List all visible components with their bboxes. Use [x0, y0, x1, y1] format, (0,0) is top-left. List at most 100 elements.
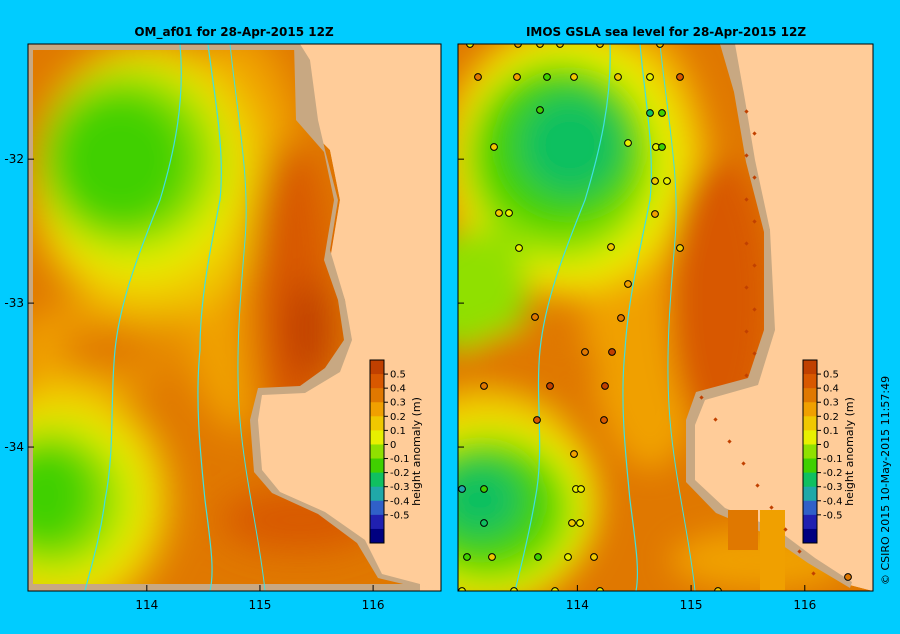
observation-point	[651, 177, 659, 185]
observation-point	[656, 44, 664, 48]
lon-tick-label: 116	[793, 598, 816, 612]
colorbar-tick-label: 0	[390, 440, 396, 451]
observation-point	[658, 143, 666, 151]
observation-point	[463, 553, 471, 561]
observation-point	[480, 519, 488, 527]
observation-point	[568, 519, 576, 527]
observation-point	[676, 244, 684, 252]
coastal-observation	[713, 417, 718, 422]
observation-point	[601, 382, 609, 390]
observation-point	[624, 139, 632, 147]
coastal-observation	[752, 219, 757, 224]
observation-point	[676, 73, 684, 81]
colorbar-swatch	[803, 444, 817, 460]
lon-tick-label: 116	[362, 598, 385, 612]
coastal-observation	[744, 329, 749, 334]
colorbar-swatch	[370, 514, 384, 530]
colorbar-tick-label: -0.3	[823, 482, 843, 493]
observation-point	[534, 553, 542, 561]
colorbar-swatch	[370, 388, 384, 403]
colorbar-tick-label: -0.4	[823, 496, 843, 507]
colorbar-swatch	[370, 444, 384, 460]
colorbar-tick-label: 0	[823, 440, 829, 451]
colorbar-tick-label: 0.4	[823, 384, 839, 395]
colorbar-swatch	[803, 360, 817, 375]
colorbar-swatch	[370, 360, 384, 375]
colorbar-swatch	[803, 472, 817, 488]
observation-point	[576, 519, 584, 527]
right-colorbar: 0.5 0.4 0.3 0.2 0.1 0 -0.1 -0.2 -0.3 -0.4 -0.5heig…	[802, 359, 856, 544]
observation-point	[663, 177, 671, 185]
coastal-observation	[752, 351, 757, 356]
observation-point	[533, 416, 541, 424]
observation-point	[495, 209, 503, 217]
observation-point	[490, 143, 498, 151]
observation-point	[480, 382, 488, 390]
colorbar-swatch	[370, 486, 384, 502]
observation-point	[480, 485, 488, 493]
observation-point	[646, 109, 654, 117]
observation-point	[617, 314, 625, 322]
colorbar-swatch	[803, 514, 817, 530]
colorbar-swatch	[803, 374, 817, 389]
observation-point	[570, 73, 578, 81]
observation-point	[607, 243, 615, 251]
colorbar-swatch	[370, 528, 384, 544]
coastal-observation	[797, 549, 802, 554]
coastal-observation	[752, 307, 757, 312]
colorbar-tick-label: -0.5	[823, 510, 843, 521]
observation-point	[581, 348, 589, 356]
colorbar-tick-label: 0.1	[390, 426, 406, 437]
observation-point	[624, 280, 632, 288]
colorbar-swatch	[370, 430, 384, 445]
observation-point	[466, 44, 474, 48]
lat-tick-label: -32	[4, 152, 24, 166]
coastal-observation	[741, 461, 746, 466]
credit-text: © CSIRO 2015 10-May-2015 11:57:49	[879, 376, 892, 585]
observation-point	[474, 73, 482, 81]
left-panel-title: OM_af01 for 28-Apr-2015 12Z	[134, 25, 334, 40]
coastal-observation	[783, 527, 788, 532]
colorbar-tick-label: -0.2	[390, 468, 410, 479]
lat-tick-label: -33	[4, 296, 24, 310]
left-ssh-field	[28, 44, 441, 591]
observation-point	[488, 553, 496, 561]
colorbar-swatch	[370, 458, 384, 474]
observation-point	[590, 553, 598, 561]
coastal-observation	[752, 175, 757, 180]
coastal-observation	[744, 197, 749, 202]
observation-point	[536, 44, 544, 48]
coastal-observation	[769, 505, 774, 510]
coastal-observation	[727, 439, 732, 444]
observation-point	[505, 209, 513, 217]
observation-point	[646, 73, 654, 81]
lon-tick-label: 114	[135, 598, 158, 612]
lat-tick-label: -34	[4, 440, 24, 454]
colorbar-swatch	[370, 416, 384, 431]
observation-point	[546, 382, 554, 390]
coastal-observation	[811, 571, 816, 576]
colorbar-swatch	[370, 500, 384, 516]
lon-tick-label: 115	[680, 598, 703, 612]
coastal-observation	[744, 285, 749, 290]
observation-point	[570, 450, 578, 458]
colorbar-swatch	[370, 402, 384, 417]
colorbar-swatch	[803, 416, 817, 431]
coastal-observation	[699, 395, 704, 400]
colorbar-tick-label: -0.1	[390, 454, 410, 465]
observation-point	[564, 553, 572, 561]
colorbar-title: height anomaly (m)	[843, 397, 856, 506]
colorbar-tick-label: -0.2	[823, 468, 843, 479]
left-colorbar: 0.5 0.4 0.3 0.2 0.1 0 -0.1 -0.2 -0.3 -0.4 -0.5heig…	[369, 359, 423, 544]
observation-point	[658, 109, 666, 117]
observation-point	[543, 73, 551, 81]
observation-point	[608, 348, 616, 356]
coastal-observation	[752, 263, 757, 268]
coastal-observation	[755, 483, 760, 488]
observation-point	[600, 416, 608, 424]
colorbar-tick-label: 0.1	[823, 426, 839, 437]
observation-point	[577, 485, 585, 493]
colorbar-tick-label: 0.5	[823, 370, 839, 381]
colorbar-tick-label: 0.4	[390, 384, 406, 395]
